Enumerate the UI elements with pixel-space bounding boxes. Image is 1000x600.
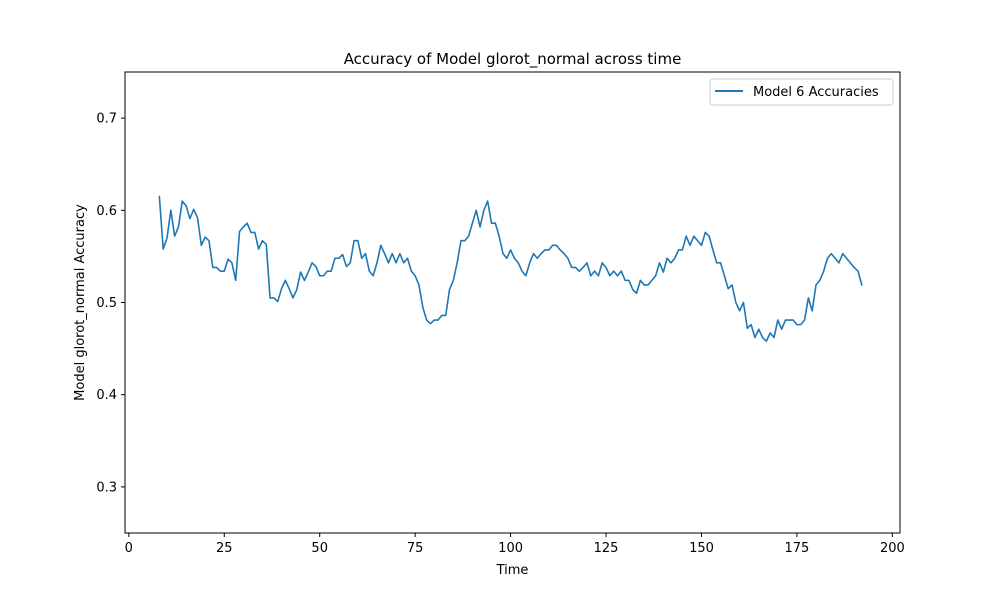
chart-title: Accuracy of Model glorot_normal across t… <box>344 50 682 69</box>
y-tick-label: 0.6 <box>96 204 117 219</box>
y-axis-label: Model glorot_normal Accuracy <box>73 204 88 401</box>
legend: Model 6 Accuracies <box>709 78 894 106</box>
x-tick-label: 75 <box>407 541 424 556</box>
series-line-0 <box>158 195 863 343</box>
y-tick-label: 0.5 <box>96 296 117 311</box>
x-tick-label: 50 <box>311 541 328 556</box>
plot-area-frame <box>124 71 901 534</box>
y-axis-ticks: 0.3 0.4 0.5 0.6 0.7 <box>96 112 125 495</box>
x-tick-label: 25 <box>216 541 233 556</box>
series-layer <box>158 195 863 343</box>
x-axis-ticks: 0 25 50 75 100 125 150 175 200 <box>125 533 905 556</box>
x-tick-label: 150 <box>689 541 714 556</box>
x-tick-label: 0 <box>125 541 133 556</box>
x-tick-label: 125 <box>594 541 619 556</box>
legend-box <box>709 78 894 106</box>
x-tick-label: 200 <box>880 541 905 556</box>
y-tick-label: 0.4 <box>96 388 117 403</box>
y-tick-label: 0.7 <box>96 112 117 127</box>
x-tick-label: 175 <box>785 541 810 556</box>
x-tick-label: 100 <box>498 541 523 556</box>
x-axis-label: Time <box>496 563 529 578</box>
legend-label: Model 6 Accuracies <box>753 85 879 100</box>
y-tick-label: 0.3 <box>96 480 117 495</box>
